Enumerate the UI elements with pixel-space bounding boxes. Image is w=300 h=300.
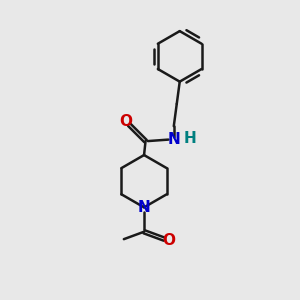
- Text: O: O: [163, 233, 176, 248]
- Text: N: N: [167, 132, 180, 147]
- Text: N: N: [138, 200, 150, 215]
- Text: H: H: [184, 131, 196, 146]
- Text: O: O: [119, 114, 132, 129]
